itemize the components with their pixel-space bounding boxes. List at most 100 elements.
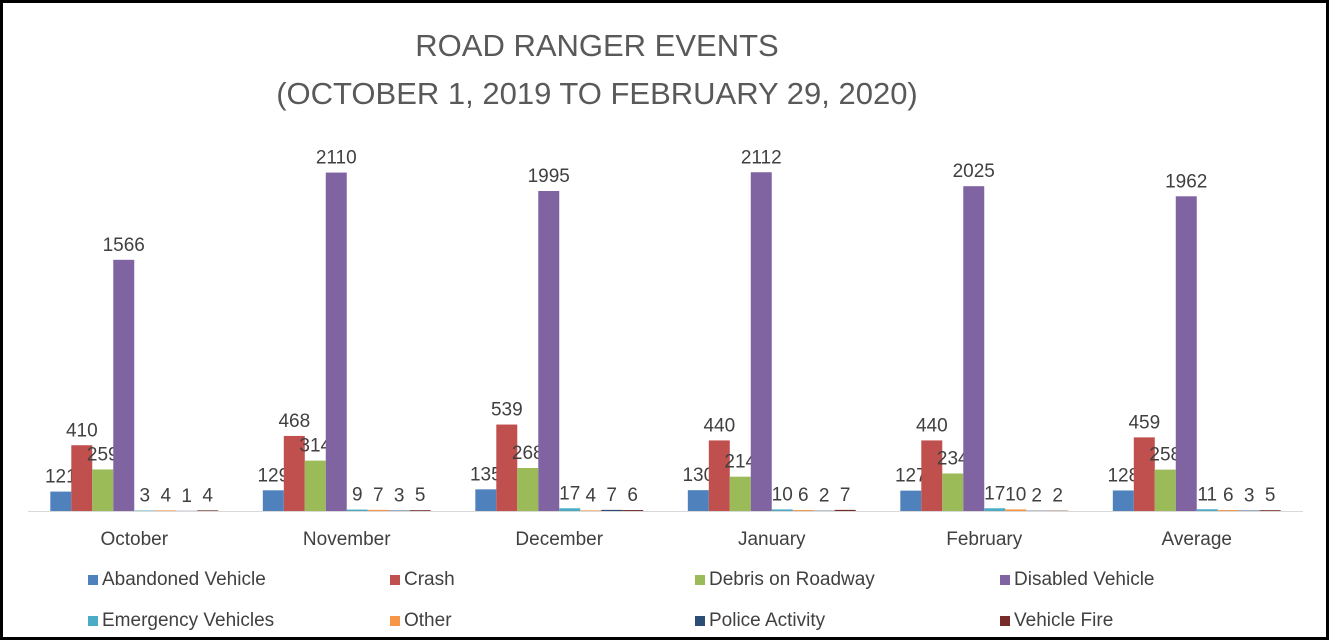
data-label: 2112 bbox=[741, 147, 782, 168]
data-label: 4 bbox=[585, 485, 596, 506]
bar bbox=[409, 510, 431, 511]
bar bbox=[942, 473, 964, 511]
bar bbox=[262, 490, 284, 511]
x-tick-label: Average bbox=[1162, 529, 1232, 550]
data-label: 10 bbox=[772, 484, 793, 505]
bar bbox=[71, 445, 93, 511]
bar bbox=[1154, 469, 1176, 511]
bar bbox=[750, 172, 772, 511]
bar bbox=[1133, 437, 1155, 511]
bar bbox=[580, 510, 602, 511]
legend-label: Emergency Vehicles bbox=[102, 610, 274, 631]
data-label: 1995 bbox=[528, 166, 570, 187]
legend-swatch bbox=[390, 575, 400, 585]
data-label: 5 bbox=[1265, 485, 1276, 506]
data-label: 127 bbox=[895, 466, 927, 487]
data-label: 468 bbox=[278, 411, 310, 432]
legend-swatch bbox=[88, 575, 98, 585]
bar bbox=[834, 509, 856, 511]
data-label: 258 bbox=[1149, 445, 1181, 466]
data-label: 121 bbox=[45, 467, 77, 488]
data-label: 459 bbox=[1128, 412, 1160, 433]
data-label: 3 bbox=[139, 486, 150, 507]
data-label: 130 bbox=[682, 465, 714, 486]
chart-subtitle: (OCTOBER 1, 2019 TO FEBRUARY 29, 2020) bbox=[276, 76, 918, 111]
chart-title: ROAD RANGER EVENTS bbox=[415, 28, 778, 63]
bar bbox=[197, 510, 219, 511]
x-tick-label: February bbox=[946, 529, 1023, 550]
bar bbox=[1259, 510, 1281, 511]
bar bbox=[346, 509, 368, 511]
data-label: 3 bbox=[1244, 486, 1255, 507]
bar bbox=[538, 191, 560, 511]
data-label: 2110 bbox=[316, 148, 357, 169]
data-label: 11 bbox=[1197, 484, 1217, 505]
bar bbox=[496, 424, 518, 511]
legend-label: Other bbox=[404, 610, 452, 631]
legend-swatch bbox=[695, 575, 705, 585]
data-label: 2 bbox=[1052, 486, 1063, 507]
data-label: 10 bbox=[1005, 484, 1026, 505]
data-label: 1 bbox=[181, 486, 192, 507]
bar bbox=[963, 186, 985, 511]
x-tick-label: November bbox=[303, 529, 391, 550]
data-label: 410 bbox=[66, 420, 98, 441]
bar bbox=[771, 509, 793, 511]
legend-label: Crash bbox=[404, 569, 455, 590]
data-label: 268 bbox=[512, 443, 544, 464]
data-label: 234 bbox=[937, 448, 969, 469]
legend-swatch bbox=[390, 616, 400, 626]
data-label: 214 bbox=[724, 452, 756, 473]
bar bbox=[1217, 510, 1239, 511]
bar bbox=[687, 490, 709, 511]
data-label: 1962 bbox=[1165, 171, 1207, 192]
legend-label: Disabled Vehicle bbox=[1014, 569, 1154, 590]
legend-swatch bbox=[1000, 616, 1010, 626]
data-label: 539 bbox=[491, 400, 523, 421]
data-label: 440 bbox=[703, 415, 735, 436]
bar bbox=[559, 508, 581, 511]
bar bbox=[1196, 509, 1218, 511]
bar bbox=[708, 440, 730, 511]
data-label: 128 bbox=[1107, 465, 1139, 486]
legend-label: Debris on Roadway bbox=[709, 569, 875, 590]
data-label: 2 bbox=[1031, 486, 1042, 507]
bar bbox=[1112, 490, 1134, 511]
data-label: 7 bbox=[373, 485, 384, 506]
data-label: 17 bbox=[984, 483, 1005, 504]
bar bbox=[517, 468, 539, 511]
legend-label: Vehicle Fire bbox=[1014, 610, 1113, 631]
legend-label: Abandoned Vehicle bbox=[102, 569, 266, 590]
data-label: 259 bbox=[87, 444, 119, 465]
data-label: 1566 bbox=[103, 235, 145, 256]
legend-label: Police Activity bbox=[709, 610, 826, 631]
bar bbox=[622, 510, 644, 511]
x-tick-label: January bbox=[738, 529, 806, 550]
bar bbox=[921, 440, 943, 511]
data-label: 2 bbox=[819, 486, 830, 507]
bar bbox=[984, 508, 1006, 511]
legend-swatch bbox=[88, 616, 98, 626]
data-label: 6 bbox=[798, 485, 809, 506]
x-tick-label: October bbox=[100, 529, 168, 550]
bar bbox=[367, 509, 389, 511]
bar bbox=[729, 476, 751, 511]
data-label: 3 bbox=[394, 486, 405, 507]
data-label: 6 bbox=[1223, 485, 1234, 506]
data-label: 4 bbox=[202, 485, 213, 506]
bar bbox=[1005, 509, 1027, 511]
data-label: 17 bbox=[559, 483, 580, 504]
data-label: 440 bbox=[916, 415, 948, 436]
data-label: 2025 bbox=[953, 161, 995, 182]
bar bbox=[304, 460, 326, 511]
bar bbox=[50, 491, 72, 511]
bar bbox=[113, 259, 135, 511]
data-label: 7 bbox=[606, 485, 617, 506]
data-label: 9 bbox=[352, 485, 363, 506]
data-label: 7 bbox=[840, 485, 851, 506]
data-label: 5 bbox=[415, 485, 426, 506]
data-label: 135 bbox=[470, 464, 502, 485]
bar bbox=[900, 490, 922, 511]
